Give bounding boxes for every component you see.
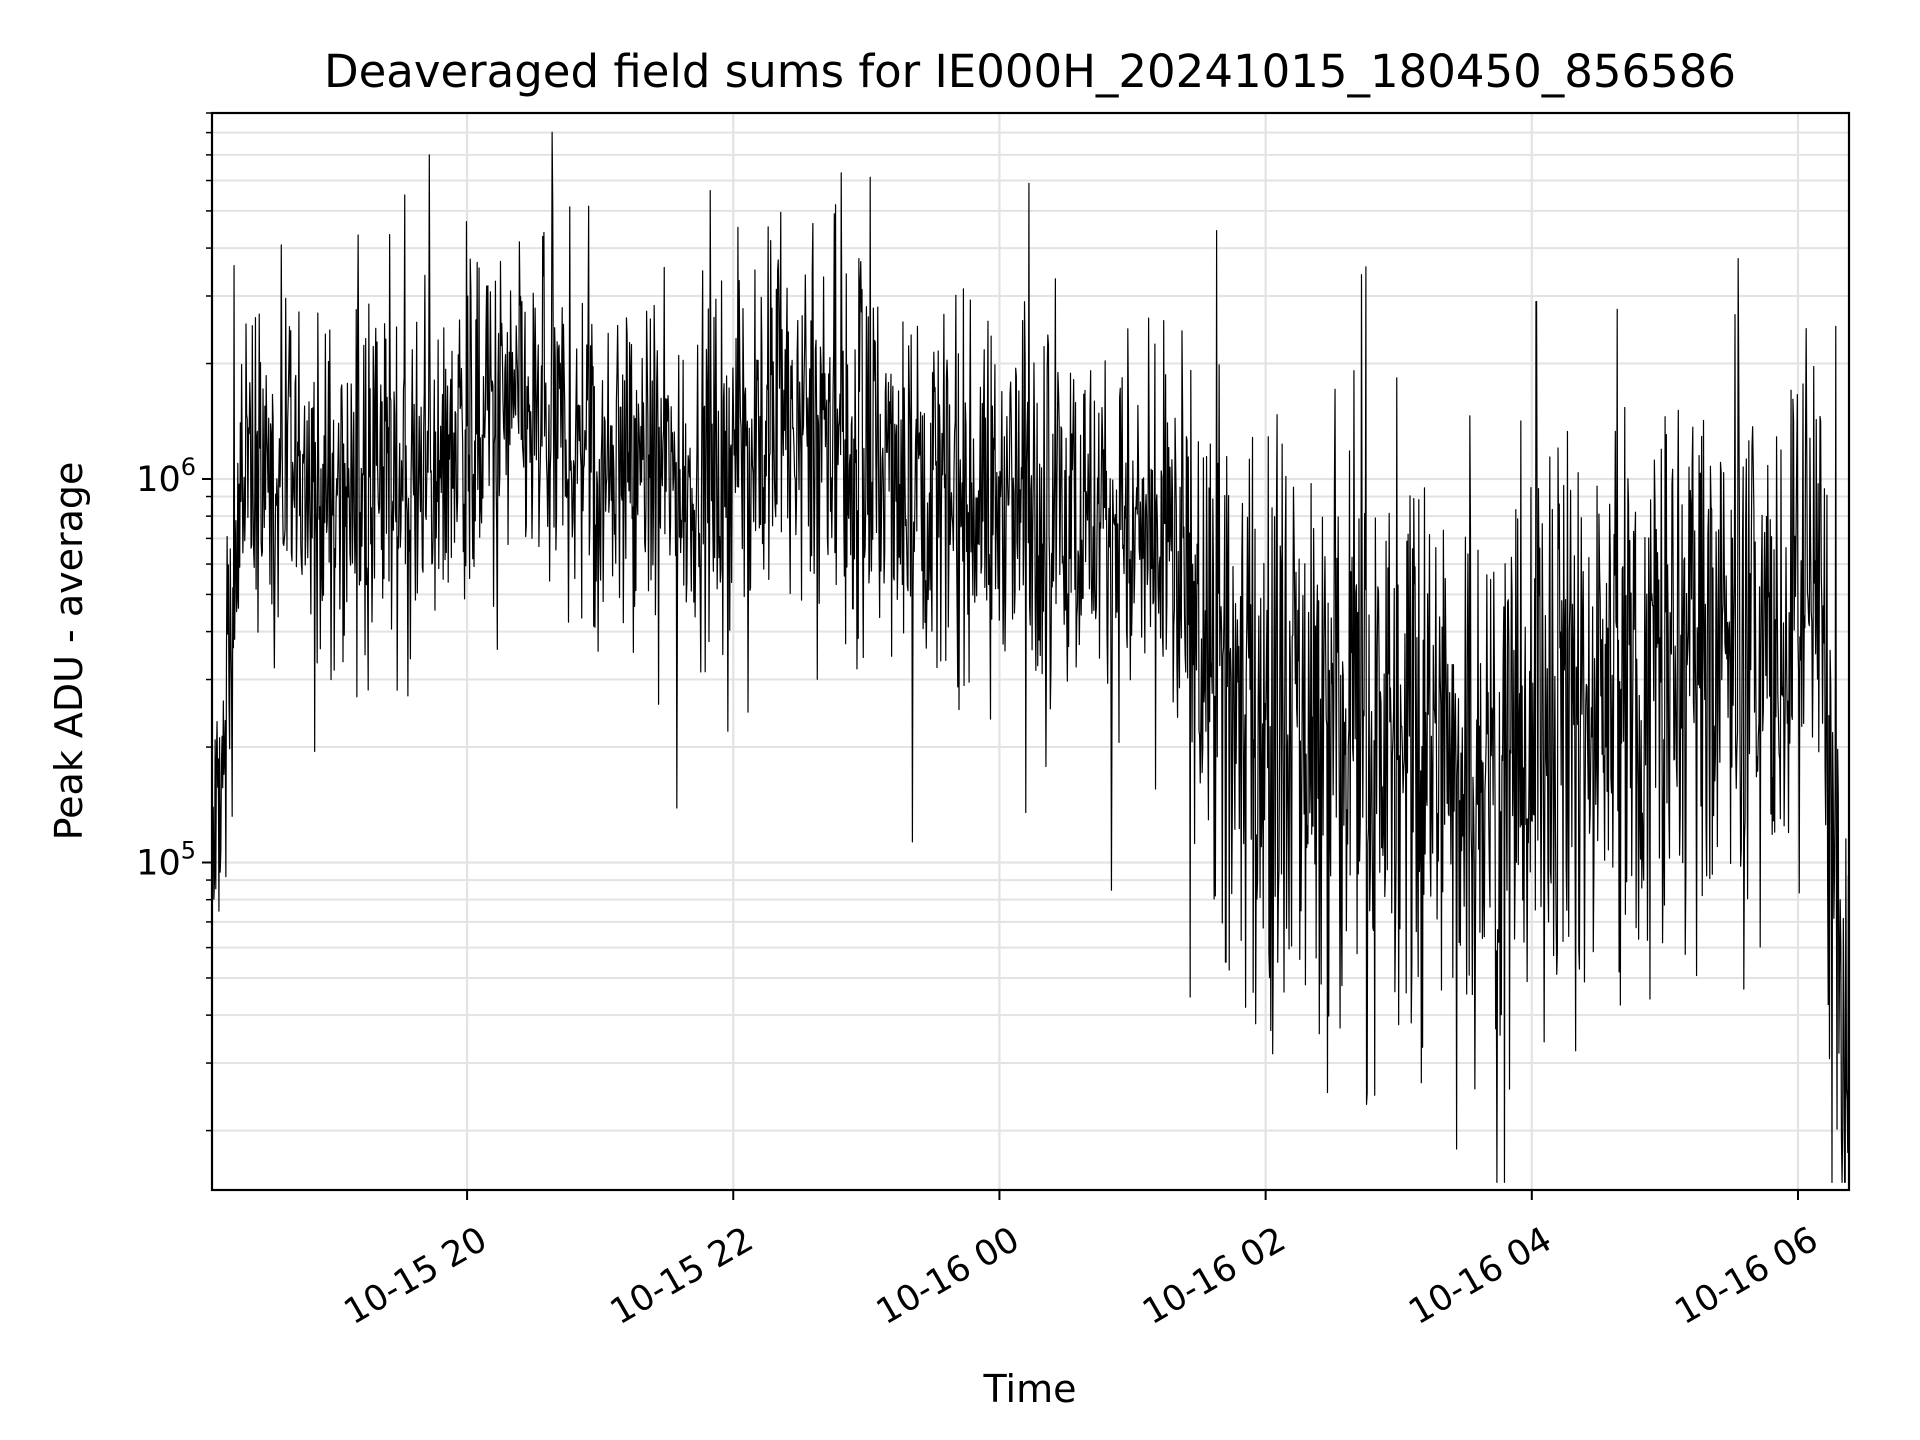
x-axis-label: Time (983, 1367, 1077, 1411)
y-axis-label: Peak ADU - average (47, 462, 91, 841)
chart-title: Deaveraged field sums for IE000H_2024101… (324, 45, 1736, 98)
y-tick-base: 10 (136, 460, 181, 500)
y-tick-base: 10 (136, 844, 181, 884)
series-line (211, 131, 1850, 1183)
y-tick-label: 106 (136, 453, 196, 500)
plot-frame (210, 111, 1851, 1192)
y-tick-exponent: 6 (181, 453, 196, 481)
y-tick-label: 105 (136, 837, 196, 884)
series-layer (211, 131, 1850, 1183)
y-tick-exponent: 5 (181, 837, 196, 865)
